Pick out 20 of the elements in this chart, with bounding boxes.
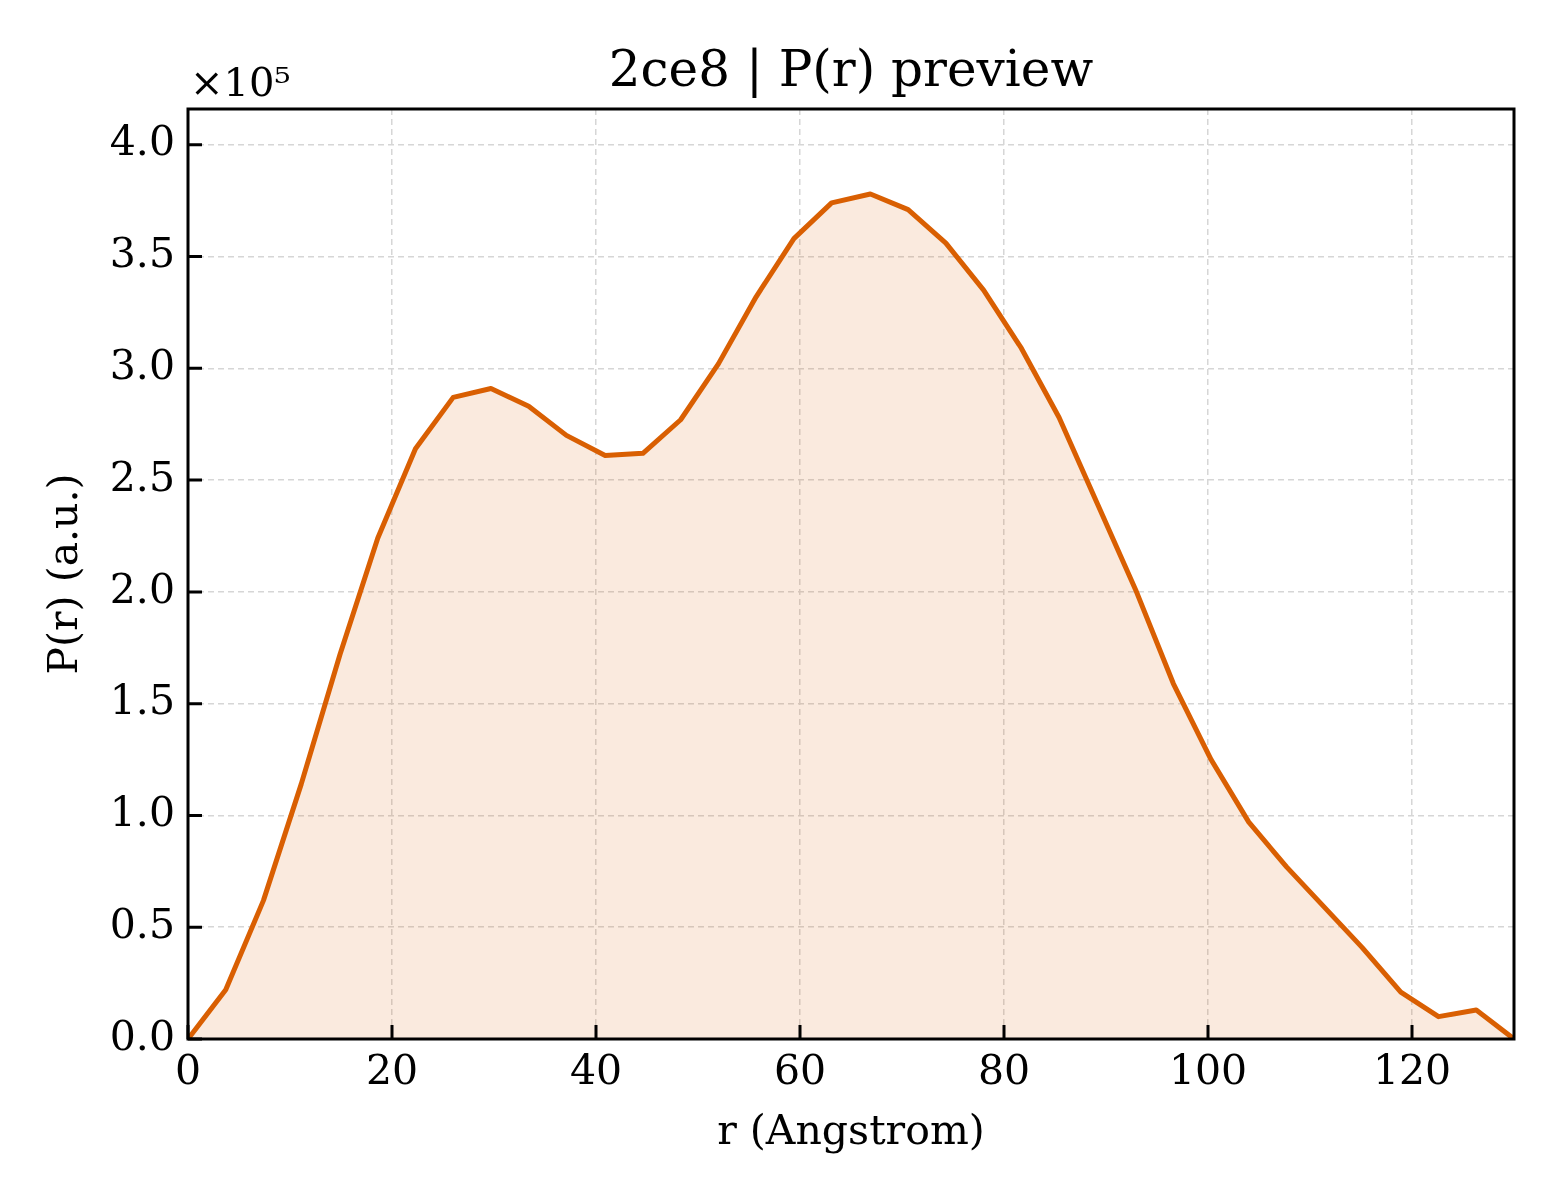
y-tick-label: 0.0 [109,1011,175,1060]
y-tick-label: 2.0 [109,564,175,613]
y-tick-label: 4.0 [109,117,175,166]
y-tick-label: 2.5 [109,452,175,501]
y-tick-label: 1.5 [109,676,175,725]
chart-title: 2ce8 | P(r) preview [608,40,1094,98]
y-tick-label: 1.0 [109,788,175,837]
y-tick-label: 0.5 [109,899,175,948]
x-tick-label: 80 [977,1046,1031,1095]
y-axis-title: P(r) (a.u.) [39,473,88,675]
x-tick-label: 40 [569,1046,623,1095]
x-tick-label: 100 [1168,1046,1248,1095]
x-tick-label: 0 [174,1046,202,1095]
x-tick-label: 20 [365,1046,419,1095]
text: ×10⁵ [190,59,291,105]
x-axis-title: r (Angstrom) [717,1106,985,1155]
y-tick-label: 3.0 [109,340,175,389]
x-tick-label: 120 [1372,1046,1452,1095]
y-tick-label: 3.5 [109,229,175,278]
x-tick-label: 60 [773,1046,827,1095]
